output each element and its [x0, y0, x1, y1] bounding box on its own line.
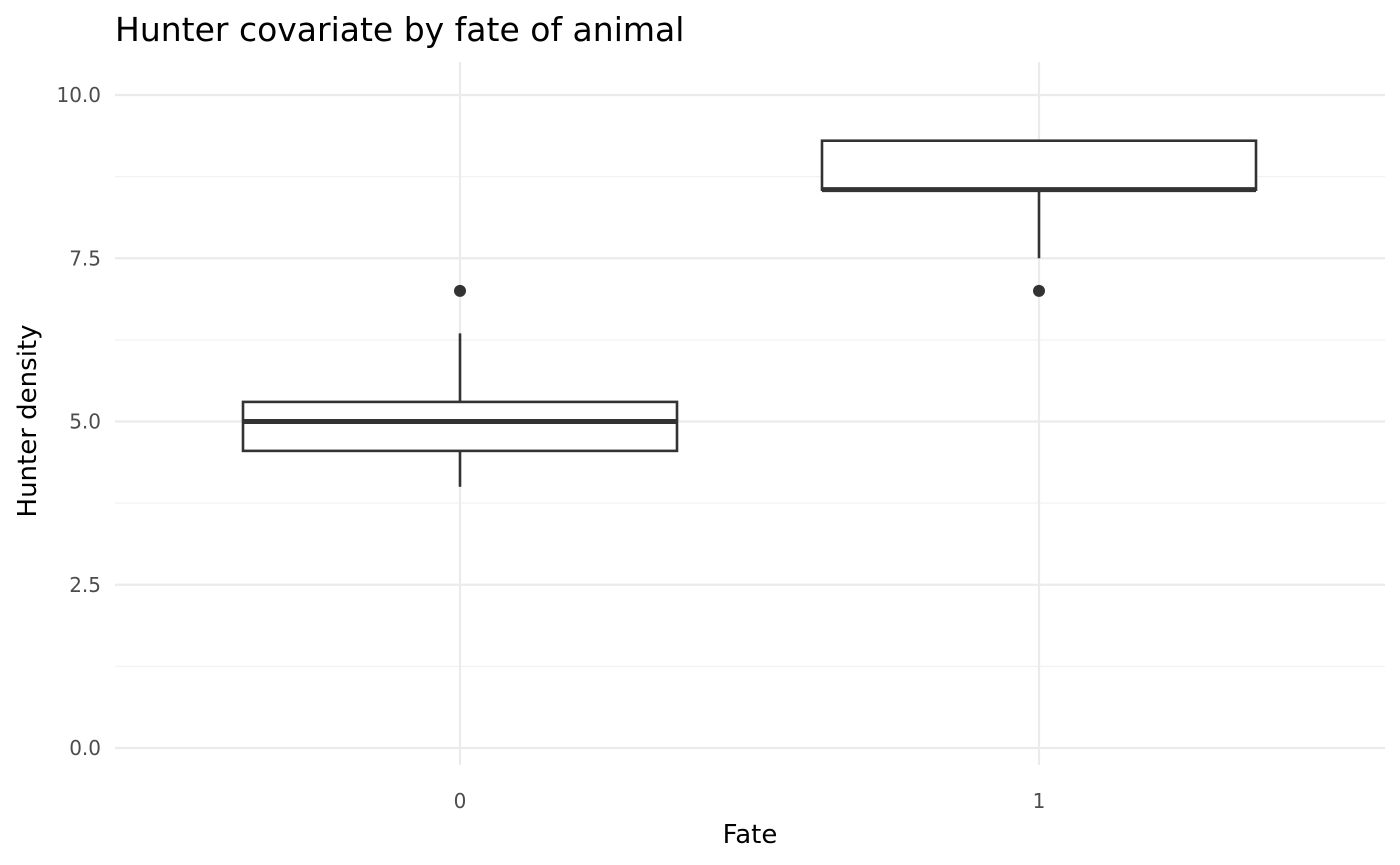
- chart-title: Hunter covariate by fate of animal: [115, 10, 684, 49]
- y-tick-label: 5.0: [69, 410, 101, 434]
- y-tick-label: 0.0: [69, 736, 101, 760]
- x-tick-label: 1: [1033, 789, 1046, 813]
- box-group-0: [241, 284, 679, 487]
- y-tick-label: 10.0: [56, 83, 101, 107]
- iqr-box: [241, 400, 679, 453]
- box-group-1: [820, 139, 1258, 297]
- iqr-box: [820, 139, 1258, 191]
- y-axis-ticks: 0.0 2.5 5.0 7.5 10.0: [56, 83, 101, 760]
- x-axis-title: Fate: [723, 820, 778, 850]
- y-axis-title: Hunter density: [13, 325, 43, 518]
- outlier-point: [1033, 284, 1045, 297]
- y-tick-label: 2.5: [69, 573, 101, 597]
- boxes: [241, 139, 1258, 487]
- y-tick-label: 7.5: [69, 246, 101, 270]
- x-tick-label: 0: [454, 789, 467, 813]
- outlier-point: [454, 284, 466, 297]
